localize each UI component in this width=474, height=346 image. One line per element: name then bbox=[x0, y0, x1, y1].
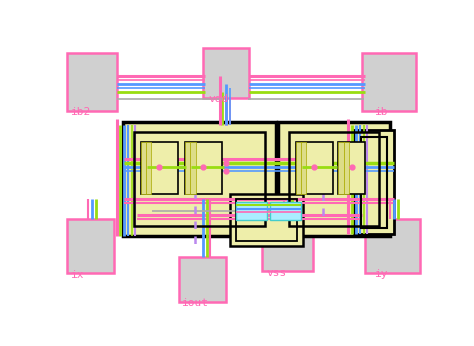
Bar bbox=[230, 194, 303, 246]
Bar bbox=[289, 133, 379, 226]
Bar bbox=[146, 142, 152, 194]
Bar bbox=[296, 142, 301, 194]
Bar bbox=[67, 53, 118, 111]
Bar bbox=[338, 142, 344, 194]
Bar bbox=[236, 202, 267, 220]
Bar bbox=[362, 53, 416, 111]
Bar bbox=[202, 48, 249, 98]
Bar bbox=[134, 133, 265, 226]
Bar bbox=[141, 142, 146, 194]
Text: vdd: vdd bbox=[208, 94, 228, 104]
Bar bbox=[185, 142, 190, 194]
Text: iy: iy bbox=[375, 269, 389, 279]
Bar bbox=[262, 219, 313, 271]
Bar bbox=[67, 219, 113, 273]
Bar bbox=[361, 137, 387, 228]
Bar bbox=[270, 202, 301, 220]
Text: iout: iout bbox=[182, 298, 209, 308]
Text: ib: ib bbox=[375, 108, 389, 117]
Bar bbox=[185, 142, 222, 194]
Bar bbox=[123, 122, 276, 236]
Bar bbox=[344, 142, 349, 194]
Bar bbox=[301, 142, 307, 194]
Bar bbox=[179, 257, 226, 302]
Bar bbox=[338, 142, 365, 194]
Bar bbox=[296, 142, 333, 194]
Bar bbox=[236, 199, 297, 241]
Text: ib2: ib2 bbox=[71, 108, 91, 117]
Bar bbox=[278, 122, 390, 236]
Bar bbox=[141, 142, 178, 194]
Text: ix: ix bbox=[71, 270, 84, 280]
Bar bbox=[354, 130, 394, 234]
Text: vss: vss bbox=[267, 267, 287, 277]
Bar bbox=[365, 219, 419, 273]
Bar bbox=[190, 142, 196, 194]
